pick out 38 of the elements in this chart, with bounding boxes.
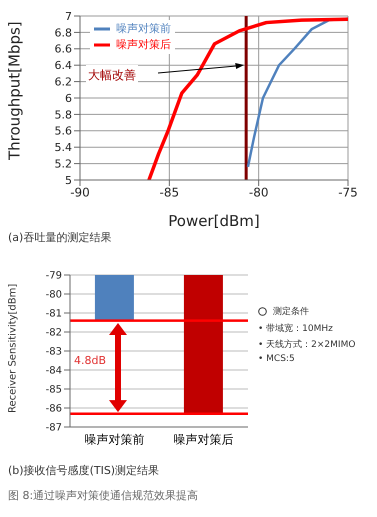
y-axis-title: Throughput[Mbps]	[5, 21, 24, 161]
x-tick-label: -90	[70, 186, 90, 200]
caption: 图 8:通过噪声对策使通信规范效果提高	[8, 488, 200, 503]
annotation: 大幅改善	[86, 65, 138, 86]
y-tick-label: -82	[46, 328, 62, 339]
y-tick-label: 6	[65, 92, 72, 105]
y-tick-label: -84	[46, 366, 62, 377]
y-tick-label: 6.6	[54, 42, 72, 56]
y-axis-title: Receiver Sensitivity[dBm]	[8, 284, 19, 413]
text: • 带域宽：10MHz	[258, 322, 334, 335]
text: (b)接收信号感度(TIS)测定结果	[8, 463, 160, 478]
y-tick-label: -85	[46, 384, 62, 396]
y-tick-label: 5.2	[54, 158, 72, 171]
y-tick-label: -81	[46, 308, 62, 320]
legend-label: 噪声对策前	[116, 21, 171, 37]
annotation: 4.8dB	[74, 354, 106, 368]
x-tick-label: -75	[338, 186, 358, 200]
y-tick-label: 6.4	[54, 59, 72, 72]
y-tick-label: -80	[46, 290, 62, 301]
y-tick-label: 5.4	[54, 141, 72, 154]
y-tick-label: 5.8	[54, 108, 72, 122]
x-tick-label: -85	[160, 186, 180, 200]
y-tick-label: -86	[46, 404, 62, 415]
y-tick-label: 5	[65, 174, 72, 187]
x-axis-title: Power[dBm]	[168, 212, 260, 230]
y-tick-label: -79	[46, 270, 62, 282]
text: 测定条件	[273, 306, 309, 318]
text: • MCS:5	[258, 354, 296, 364]
y-tick-label: -87	[46, 422, 62, 434]
legend-label: 噪声对策后	[116, 37, 171, 53]
x-tick-label: -80	[248, 186, 268, 200]
y-tick-label: 7	[65, 10, 72, 23]
y-tick-label: 6.8	[54, 26, 72, 40]
text: • 天线方式：2×2MIMO	[258, 338, 356, 351]
y-tick-label: 5.6	[54, 124, 72, 138]
y-tick-label: -83	[46, 346, 62, 358]
text: (a)吞吐量的测定结果	[8, 230, 112, 245]
y-tick-label: 6.2	[54, 76, 72, 89]
